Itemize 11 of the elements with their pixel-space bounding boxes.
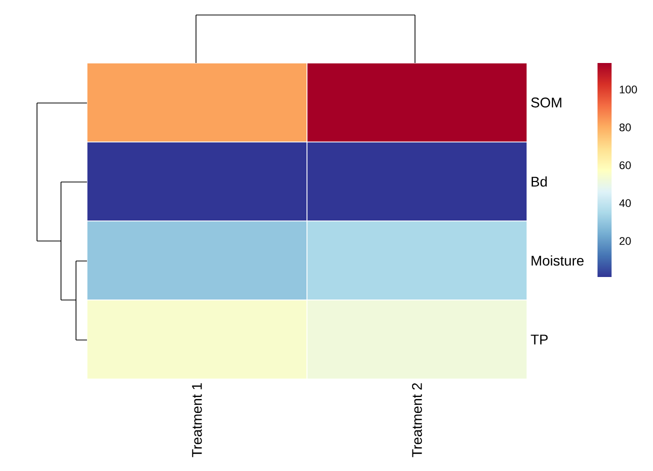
y-tick-label: Moisture [532, 255, 584, 266]
y-tick-label: Bd [532, 176, 547, 187]
color-bar-label: 100 [620, 86, 637, 94]
color-bar-label: 60 [620, 161, 631, 170]
color-bar-label: 40 [619, 199, 631, 208]
y-tick-label: TP [530, 334, 548, 344]
x-tick-label: Treatment 2 [412, 383, 422, 458]
y-tick-label: SOM [531, 98, 562, 108]
x-tick-label: Treatment 1 [192, 383, 202, 458]
color-bar-label: 20 [620, 237, 631, 245]
color-bar-label: 80 [620, 123, 631, 132]
